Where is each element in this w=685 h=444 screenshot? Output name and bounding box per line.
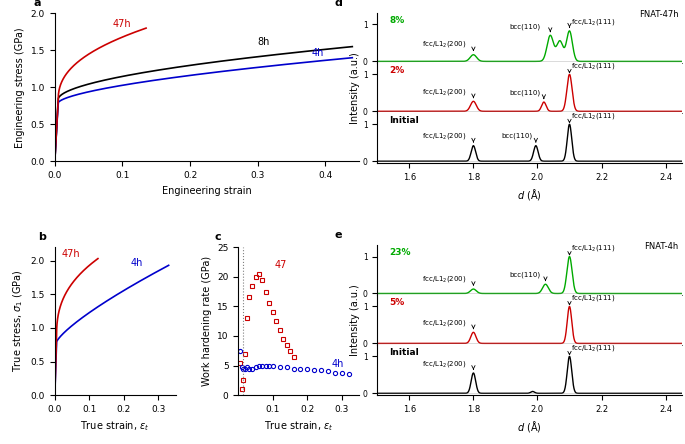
- Text: 8h: 8h: [258, 37, 270, 47]
- Text: fcc/L1$_2$(200): fcc/L1$_2$(200): [423, 274, 467, 284]
- X-axis label: $d$ (Å): $d$ (Å): [517, 420, 542, 434]
- Y-axis label: Engineering stress (GPa): Engineering stress (GPa): [15, 27, 25, 148]
- X-axis label: $d$ (Å): $d$ (Å): [517, 187, 542, 202]
- Text: bcc(110): bcc(110): [501, 133, 533, 139]
- Text: fcc/L1$_2$(111): fcc/L1$_2$(111): [571, 17, 616, 27]
- Y-axis label: True stress, $\sigma_1$ (GPa): True stress, $\sigma_1$ (GPa): [12, 270, 25, 373]
- X-axis label: Engineering strain: Engineering strain: [162, 186, 252, 196]
- Text: 2%: 2%: [390, 66, 405, 75]
- Text: bcc(110): bcc(110): [510, 90, 540, 96]
- Text: 47h: 47h: [112, 19, 131, 29]
- Text: fcc/L1$_2$(111): fcc/L1$_2$(111): [571, 111, 616, 121]
- Text: a: a: [34, 0, 41, 8]
- Text: fcc/L1$_2$(200): fcc/L1$_2$(200): [423, 318, 467, 328]
- Text: fcc/L1$_2$(200): fcc/L1$_2$(200): [423, 87, 467, 97]
- Text: fcc/L1$_2$(111): fcc/L1$_2$(111): [571, 293, 616, 303]
- Text: FNAT-4h: FNAT-4h: [645, 242, 679, 251]
- Text: bcc(110): bcc(110): [510, 271, 540, 278]
- Text: Initial: Initial: [390, 116, 419, 125]
- Y-axis label: Work hardening rate (GPa): Work hardening rate (GPa): [201, 256, 212, 386]
- Text: fcc/L1$_2$(111): fcc/L1$_2$(111): [571, 343, 616, 353]
- Text: fcc/L1$_2$(111): fcc/L1$_2$(111): [571, 61, 616, 71]
- X-axis label: True strain, $\varepsilon_t$: True strain, $\varepsilon_t$: [264, 420, 334, 433]
- Text: 4h: 4h: [131, 258, 143, 268]
- Text: 47: 47: [275, 260, 287, 270]
- Text: b: b: [38, 232, 46, 242]
- Text: 23%: 23%: [390, 248, 411, 258]
- Y-axis label: Intensity (a.u.): Intensity (a.u.): [350, 285, 360, 356]
- Text: e: e: [335, 230, 342, 240]
- Text: 8%: 8%: [390, 16, 405, 25]
- Text: bcc(110): bcc(110): [510, 23, 540, 30]
- X-axis label: True strain, $\varepsilon_t$: True strain, $\varepsilon_t$: [80, 420, 150, 433]
- Text: 5%: 5%: [390, 298, 405, 307]
- Text: 4h: 4h: [312, 48, 324, 58]
- Text: fcc/L1$_2$(200): fcc/L1$_2$(200): [423, 131, 467, 142]
- Text: fcc/L1$_2$(200): fcc/L1$_2$(200): [423, 359, 467, 369]
- Text: 4h: 4h: [332, 359, 344, 369]
- Text: c: c: [214, 232, 221, 242]
- Y-axis label: Intensity (a.u.): Intensity (a.u.): [350, 52, 360, 124]
- Text: Initial: Initial: [390, 348, 419, 357]
- Text: FNAT-47h: FNAT-47h: [639, 10, 679, 19]
- Text: fcc/L1$_2$(111): fcc/L1$_2$(111): [571, 243, 616, 254]
- Text: 47h: 47h: [62, 249, 80, 258]
- Text: fcc/L1$_2$(200): fcc/L1$_2$(200): [423, 40, 467, 49]
- Text: d: d: [335, 0, 342, 8]
